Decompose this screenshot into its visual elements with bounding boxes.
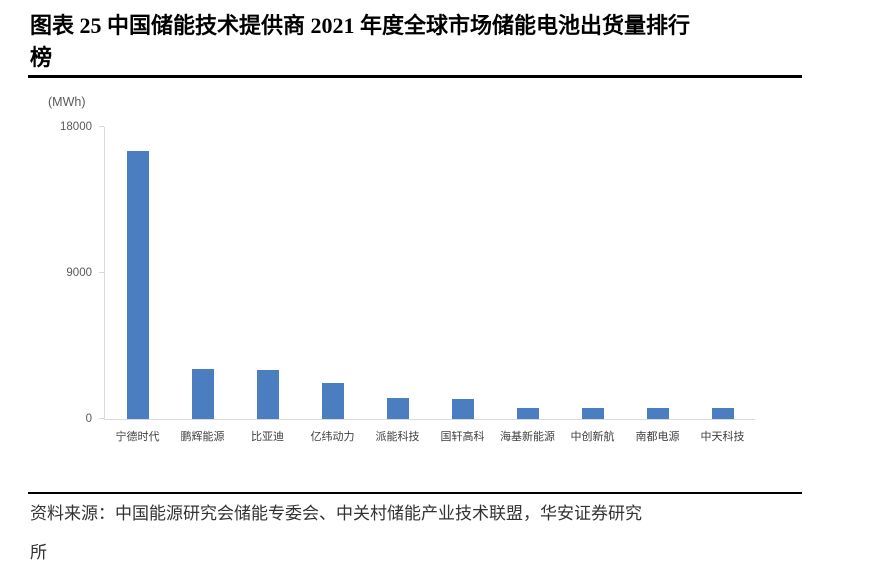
bar-category-label: 中创新航 — [570, 431, 615, 443]
bar-category-label: 海基新能源 — [500, 431, 555, 443]
bar-slot: 中天科技 — [690, 127, 755, 443]
bar — [321, 382, 344, 419]
bar-chart: (MWh) 0 9000 18000 宁德时代 鹏辉能源 比亚迪 亿纬动力 派能科技 国轩高科… — [30, 90, 820, 465]
figure-title-line1: 图表 25 中国储能技术提供商 2021 年度全球市场储能电池出货量排行 — [30, 13, 691, 38]
bar-slot: 中创新航 — [560, 127, 625, 443]
source-note-line2: 所 — [30, 543, 47, 562]
bar — [386, 397, 409, 419]
source-note-line1: 资料来源：中国能源研究会储能专委会、中关村储能产业技术联盟，华安证券研究 — [30, 504, 642, 523]
bar-category-label: 比亚迪 — [251, 431, 284, 443]
bar-category-label: 南都电源 — [635, 431, 680, 443]
title-divider-rule — [28, 75, 802, 78]
y-tick-label: 0 — [85, 413, 92, 425]
bar — [581, 407, 604, 419]
plot-area: 宁德时代 鹏辉能源 比亚迪 亿纬动力 派能科技 国轩高科 海基新能源 中创新航 南都电源 中天科技 — [104, 127, 755, 443]
bar-slot: 国轩高科 — [430, 127, 495, 443]
bar — [711, 407, 734, 419]
bar — [646, 408, 669, 419]
bar-category-label: 鹏辉能源 — [180, 431, 225, 443]
bar-category-label: 宁德时代 — [115, 431, 160, 443]
source-divider-rule — [28, 492, 802, 494]
bar — [451, 398, 474, 419]
y-tick-mark — [99, 126, 104, 127]
bar-category-label: 中天科技 — [700, 431, 745, 443]
y-tick-mark — [99, 272, 104, 273]
bar-slot: 亿纬动力 — [300, 127, 365, 443]
bar-slot: 鹏辉能源 — [170, 127, 235, 443]
bar — [126, 151, 149, 419]
bar — [516, 407, 539, 419]
y-axis-unit-label: (MWh) — [48, 95, 86, 109]
figure-title-line2: 榜 — [30, 45, 53, 70]
bar — [191, 368, 214, 419]
source-note: 资料来源：中国能源研究会储能专委会、中关村储能产业技术联盟，华安证券研究 所 — [30, 494, 820, 572]
y-tick-label: 9000 — [66, 267, 92, 279]
bar-category-label: 亿纬动力 — [310, 431, 355, 443]
y-tick-label: 18000 — [60, 121, 92, 133]
figure-title: 图表 25 中国储能技术提供商 2021 年度全球市场储能电池出货量排行 榜 — [30, 10, 820, 74]
bar-slot: 派能科技 — [365, 127, 430, 443]
bar-slot: 海基新能源 — [495, 127, 560, 443]
bar — [256, 370, 279, 419]
bar-slot: 比亚迪 — [235, 127, 300, 443]
y-axis: 0 9000 18000 — [30, 121, 104, 425]
bar-category-label: 派能科技 — [375, 431, 420, 443]
bar-category-label: 国轩高科 — [440, 431, 485, 443]
y-tick-mark — [99, 418, 104, 419]
bar-slot: 南都电源 — [625, 127, 690, 443]
bar-slot: 宁德时代 — [105, 127, 170, 443]
